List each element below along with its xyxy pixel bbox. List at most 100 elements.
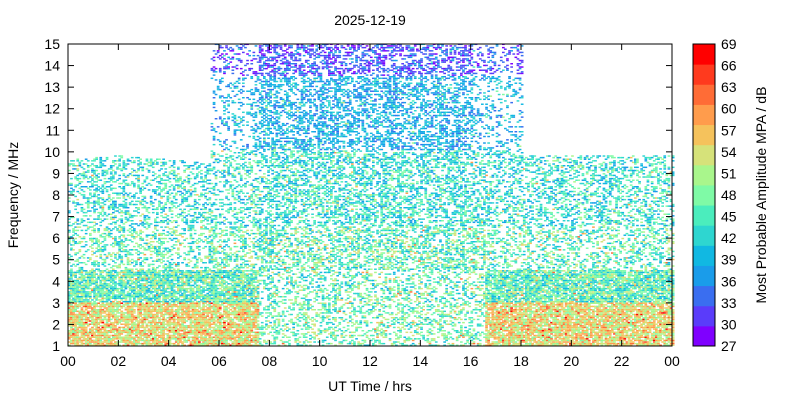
heatmap-cell [126,305,130,308]
heatmap-cell [204,226,207,228]
heatmap-cell [221,273,224,275]
heatmap-cell [212,281,216,283]
heatmap-cell [89,344,92,346]
heatmap-cell [204,171,207,173]
heatmap-cell [195,313,199,316]
heatmap-cell [212,309,216,311]
heatmap-cell [149,326,153,329]
heatmap-cell [84,287,88,290]
heatmap-cell [124,294,128,296]
heatmap-cell [147,165,151,167]
heatmap-cell [158,186,161,188]
heatmap-cell [68,253,71,256]
heatmap-cell [139,192,142,194]
heatmap-cell [198,287,201,290]
heatmap-cell [204,192,207,194]
heatmap-cell [170,263,174,266]
heatmap-cell [200,181,203,183]
heatmap-cell [177,300,180,303]
heatmap-cell [86,323,90,325]
heatmap-cell [147,249,151,251]
heatmap-cell [91,160,94,162]
heatmap-cell [112,325,115,327]
heatmap-cell [86,284,90,287]
heatmap-cell [214,252,218,254]
heatmap-cell [174,339,178,342]
heatmap-cell [139,237,142,240]
heatmap-cell [187,271,191,274]
heatmap-cell [183,239,186,241]
heatmap-cell [181,296,184,298]
heatmap-cell [166,279,170,282]
heatmap-cell [179,203,182,206]
heatmap-cell [214,257,218,259]
heatmap-cell [126,234,130,236]
heatmap-cell [149,244,153,246]
heatmap-cell [160,237,163,240]
heatmap-cell [210,221,214,224]
heatmap-cell [212,229,216,232]
heatmap-cell [162,341,165,343]
heatmap-cell [189,315,193,317]
heatmap-cell [156,291,159,293]
heatmap-cell [109,326,113,329]
heatmap-cell [206,304,210,306]
heatmap-cell [164,344,168,346]
heatmap-cell [216,50,220,52]
heatmap-cell [172,163,176,165]
heatmap-cell [133,326,136,329]
heatmap-cell [181,195,184,198]
heatmap-cell [154,221,157,224]
heatmap-cell [97,333,100,335]
heatmap-cell [210,333,214,335]
heatmap-cell [89,320,92,322]
heatmap-cell [145,323,149,325]
heatmap-cell [179,341,182,343]
heatmap-cell [168,305,172,308]
heatmap-cell [97,318,100,321]
heatmap-cell [137,187,140,190]
heatmap-cell [212,69,216,71]
heatmap-cell [84,304,88,306]
heatmap-cell [76,344,80,346]
heatmap-cell [193,203,197,206]
heatmap-cell [170,336,174,338]
heatmap-cell [145,202,149,204]
heatmap-cell [191,307,195,309]
heatmap-cell [170,234,174,236]
heatmap-cell [200,315,203,317]
heatmap-cell [82,323,86,325]
heatmap-cell [126,276,130,279]
heatmap-cell [135,342,138,345]
heatmap-cell [185,220,189,222]
heatmap-cell [221,100,224,102]
heatmap-cell [145,281,149,283]
heatmap-cell [185,176,189,178]
heatmap-cell [105,342,109,345]
heatmap-cell [193,241,197,243]
heatmap-cell [177,216,180,219]
heatmap-cell [91,299,94,301]
heatmap-cell [218,336,222,338]
heatmap-cell [80,310,84,313]
heatmap-cell [200,344,203,346]
heatmap-cell [122,244,126,246]
heatmap-cell [189,194,193,196]
heatmap-cell [206,313,210,316]
heatmap-cell [189,325,193,327]
heatmap-cell [95,299,98,301]
heatmap-cell [72,263,75,266]
heatmap-cell [212,250,216,253]
heatmap-cell [103,247,107,249]
heatmap-cell [189,208,193,211]
heatmap-cell [177,309,180,311]
heatmap-cell [78,297,82,300]
heatmap-cell [114,309,117,311]
heatmap-cell [122,276,126,279]
heatmap-cell [80,336,84,338]
heatmap-cell [133,291,136,293]
heatmap-cell [200,208,203,211]
heatmap-cell [156,312,159,314]
heatmap-cell [216,252,220,254]
heatmap-cell [164,263,168,266]
